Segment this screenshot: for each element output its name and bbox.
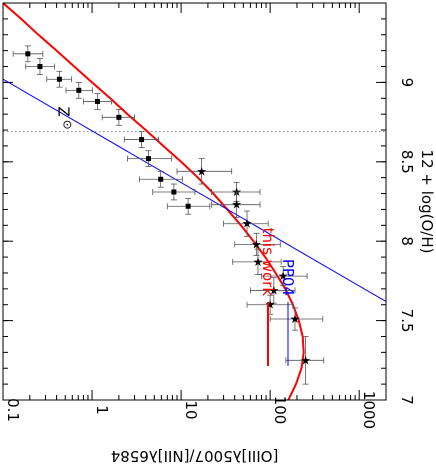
model-curves <box>3 3 386 400</box>
star-point: ★ <box>268 283 279 297</box>
legend-label: PP04 <box>279 259 297 296</box>
data-points: ★★★★★★★★★★★ <box>12 45 325 385</box>
y-axis-title: [OIII]λ5007/[NII]λ6584 <box>111 447 279 465</box>
y-tick-label: 10 <box>182 400 200 419</box>
x-tick-label: 7.5 <box>398 309 416 333</box>
square-point <box>37 64 43 70</box>
star-point: ★ <box>278 269 289 283</box>
star-point: ★ <box>300 353 311 367</box>
legend: this work PP04 <box>259 228 297 366</box>
x-tick-label: 7 <box>398 395 416 405</box>
star-point: ★ <box>253 255 264 269</box>
square-point <box>171 189 177 195</box>
star-point: ★ <box>231 198 242 212</box>
solar-reference-label: Z <box>54 106 72 116</box>
plot-frame <box>2 2 387 401</box>
pp04-curve <box>3 78 386 302</box>
x-tick-label: 8 <box>398 236 416 246</box>
tick-marks <box>2 2 387 401</box>
legend-label: this work <box>259 228 277 297</box>
y-tick-label: 100 <box>271 396 289 425</box>
square-point <box>158 176 164 182</box>
star-point: ★ <box>242 217 253 231</box>
star-point: ★ <box>265 298 276 312</box>
square-point <box>185 203 191 209</box>
star-point: ★ <box>290 312 301 326</box>
x-axis-title: 12 + log(O/H) <box>418 150 436 254</box>
axis-labels: 9 8.5 8 7.5 7 0.1 1 10 100 1000 12 + log(O/H) [OIII… <box>4 78 436 465</box>
star-point: ★ <box>251 237 262 251</box>
solar-symbol: ⊙ <box>60 120 74 130</box>
square-point <box>94 98 100 104</box>
x-tick-label: 9 <box>398 78 416 88</box>
this-work-curve <box>3 3 305 400</box>
star-point: ★ <box>196 164 207 178</box>
square-point <box>145 156 151 162</box>
square-point <box>116 114 122 120</box>
square-point <box>76 87 82 93</box>
square-point <box>56 76 62 82</box>
x-tick-label: 8.5 <box>398 150 416 174</box>
y-tick-label: 0.1 <box>4 398 22 422</box>
y-tick-label: 1000 <box>360 391 378 429</box>
square-point <box>25 51 31 57</box>
square-point <box>139 137 145 143</box>
y-tick-label: 1 <box>93 405 111 415</box>
